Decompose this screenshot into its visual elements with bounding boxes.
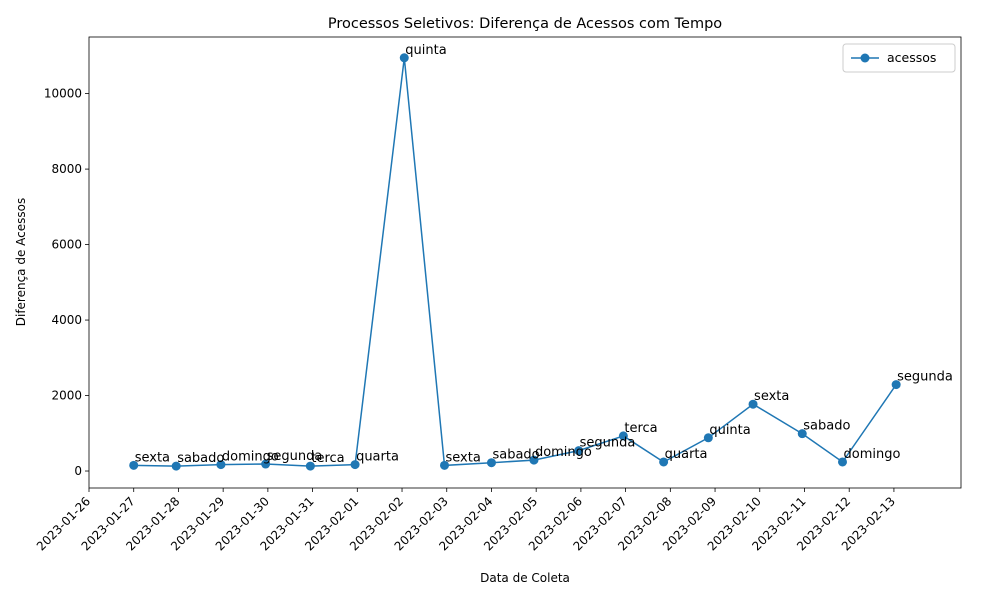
data-label: segunda [897,370,953,385]
data-label: terca [311,451,344,466]
legend-marker [860,53,870,63]
data-label: sabado [177,451,224,466]
data-label: quarta [665,447,708,462]
data-label: sexta [754,389,789,404]
data-label: terca [624,421,657,436]
x-axis-title: Data de Coleta [480,571,570,585]
y-tick-label: 6000 [51,238,82,252]
chart-title: Processos Seletivos: Diferença de Acesso… [328,16,722,32]
data-label: segunda [580,436,636,451]
data-point [399,53,409,63]
x-axis: 2023-01-262023-01-272023-01-282023-01-29… [34,488,898,553]
data-point [486,458,496,468]
legend-box [842,43,956,73]
data-point [440,460,450,470]
y-axis-title: Diferença de Acessos [14,198,28,327]
data-point [129,460,139,470]
data-point [837,457,847,467]
data-label: domingo [843,447,900,462]
plot-area [89,37,961,488]
data-label: quinta [405,43,446,58]
data-label: sexta [446,450,481,465]
data-point [574,446,584,456]
y-tick-label: 0 [74,464,82,478]
data-point [216,460,226,470]
data-label: sexta [135,450,170,465]
data-point [350,460,360,470]
data-point [305,461,315,471]
data-point [618,431,628,441]
plot-background [89,37,961,488]
data-label: quarta [356,450,399,465]
data-label: domingo [535,445,592,460]
legend: acessos [842,43,956,73]
y-tick-label: 4000 [51,313,82,327]
data-label: segunda [267,449,323,464]
y-axis: 0 2000 4000 6000 8000 10000 [44,87,89,478]
data-point [529,455,539,465]
data-label: quinta [709,423,750,438]
data-point [659,457,669,467]
plot-frame [88,36,962,489]
data-label: sabado [803,419,850,434]
data-point [261,459,271,469]
data-label: domingo [222,450,279,465]
series-line [133,57,897,467]
data-point [703,433,713,443]
data-label: sabado [492,448,539,463]
data-point [797,429,807,439]
y-tick-label: 10000 [44,87,82,101]
y-tick-label: 8000 [51,162,82,176]
series-layer [129,53,901,471]
y-tick-label: 2000 [51,389,82,403]
legend-label: acessos [887,50,936,65]
data-point [748,399,758,409]
data-point [171,461,181,471]
data-point [891,380,901,390]
